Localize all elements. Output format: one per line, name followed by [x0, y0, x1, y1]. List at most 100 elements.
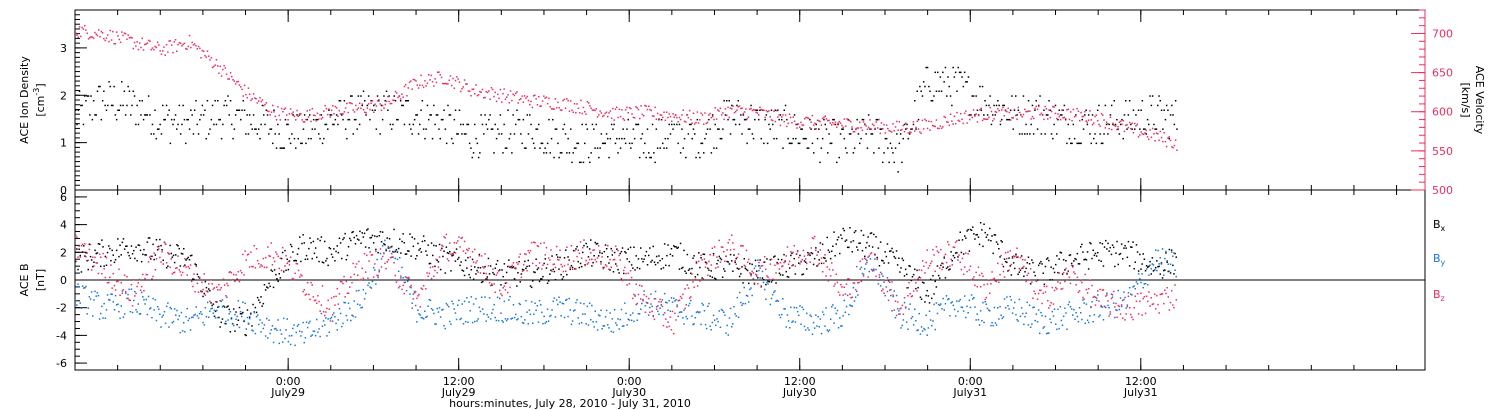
- density-point: [110, 104, 113, 107]
- bz-point: [447, 260, 450, 262]
- velocity-point: [179, 42, 182, 45]
- by-point: [83, 287, 85, 289]
- by-point: [1070, 308, 1073, 310]
- by-point: [674, 300, 676, 302]
- bx-point: [686, 253, 689, 256]
- by-point: [685, 315, 687, 318]
- by-point: [225, 320, 227, 323]
- bx-point: [313, 252, 316, 255]
- bz-point: [156, 246, 159, 248]
- bz-point: [696, 285, 699, 287]
- bx-point: [429, 262, 432, 265]
- velocity-point: [421, 84, 424, 87]
- density-point: [146, 114, 149, 116]
- bx-point: [914, 268, 916, 270]
- bz-point: [851, 296, 853, 298]
- by-point: [341, 325, 343, 328]
- density-point: [428, 118, 430, 121]
- density-point: [573, 147, 576, 149]
- bz-point: [213, 287, 216, 289]
- bx-point: [1145, 265, 1148, 267]
- bx-point: [1068, 254, 1071, 257]
- density-point: [136, 104, 138, 107]
- bz-point: [904, 306, 907, 308]
- bz-point: [334, 304, 336, 306]
- by-point: [644, 305, 647, 307]
- bz-point: [961, 257, 964, 260]
- by-point: [540, 304, 542, 306]
- by-point: [1156, 269, 1158, 272]
- bx-point: [627, 248, 629, 250]
- bx-point: [949, 268, 951, 270]
- bz-point: [630, 276, 633, 279]
- bx-point: [1165, 252, 1167, 254]
- by-point: [1023, 323, 1025, 326]
- bz-point: [813, 235, 816, 238]
- velocity-point: [672, 113, 674, 115]
- velocity-point: [228, 78, 230, 80]
- bz-point: [360, 278, 362, 281]
- bz-point: [461, 236, 463, 239]
- bx-point: [864, 255, 866, 258]
- velocity-point: [711, 115, 714, 118]
- velocity-point: [692, 112, 695, 114]
- velocity-point: [1022, 113, 1025, 116]
- velocity-point: [1150, 136, 1153, 138]
- bx-point: [843, 229, 845, 232]
- density-point: [160, 133, 163, 135]
- by-point: [940, 303, 942, 305]
- bx-point: [702, 253, 704, 255]
- velocity-point: [154, 45, 156, 48]
- density-point: [695, 156, 697, 159]
- velocity-point: [891, 131, 893, 133]
- by-point: [455, 318, 458, 321]
- bz-point: [320, 304, 323, 306]
- by-point: [1127, 292, 1130, 294]
- by-point: [367, 284, 369, 287]
- bx-point: [472, 278, 475, 280]
- bz-point: [218, 283, 220, 286]
- by-point: [416, 321, 418, 323]
- bz-point: [603, 266, 606, 269]
- bz-point: [929, 262, 932, 265]
- velocity-point: [928, 120, 930, 123]
- density-point: [598, 156, 600, 159]
- bx-point: [651, 259, 653, 262]
- density-point: [743, 118, 746, 121]
- bz-point: [511, 264, 513, 267]
- velocity-point: [926, 127, 929, 130]
- velocity-point: [630, 107, 632, 110]
- velocity-point: [346, 102, 348, 105]
- velocity-point: [306, 110, 308, 112]
- bz-point: [999, 273, 1001, 276]
- by-point: [191, 316, 193, 319]
- bx-point: [658, 255, 660, 257]
- bz-point: [151, 278, 153, 280]
- density-point: [723, 100, 725, 102]
- by-point: [688, 302, 691, 305]
- density-point: [902, 137, 904, 140]
- bz-point: [295, 262, 297, 265]
- bx-point: [325, 260, 327, 262]
- density-point: [86, 95, 88, 97]
- by-point: [577, 317, 579, 319]
- bz-point: [1156, 294, 1158, 297]
- bz-point: [754, 273, 757, 276]
- bx-point: [776, 261, 778, 264]
- by-point: [997, 307, 999, 309]
- velocity-point: [470, 95, 472, 97]
- bx-point: [839, 252, 841, 255]
- by-point: [86, 313, 88, 315]
- bx-point: [925, 294, 927, 297]
- bx-point: [879, 241, 882, 243]
- velocity-point: [871, 123, 874, 125]
- density-point: [636, 123, 638, 126]
- by-point: [368, 282, 370, 284]
- density-point: [942, 71, 944, 74]
- velocity-point: [296, 109, 298, 112]
- velocity-point: [1160, 136, 1163, 139]
- velocity-point: [100, 30, 103, 33]
- bz-point: [385, 267, 387, 270]
- bx-point: [336, 245, 338, 247]
- bz-point: [663, 312, 666, 314]
